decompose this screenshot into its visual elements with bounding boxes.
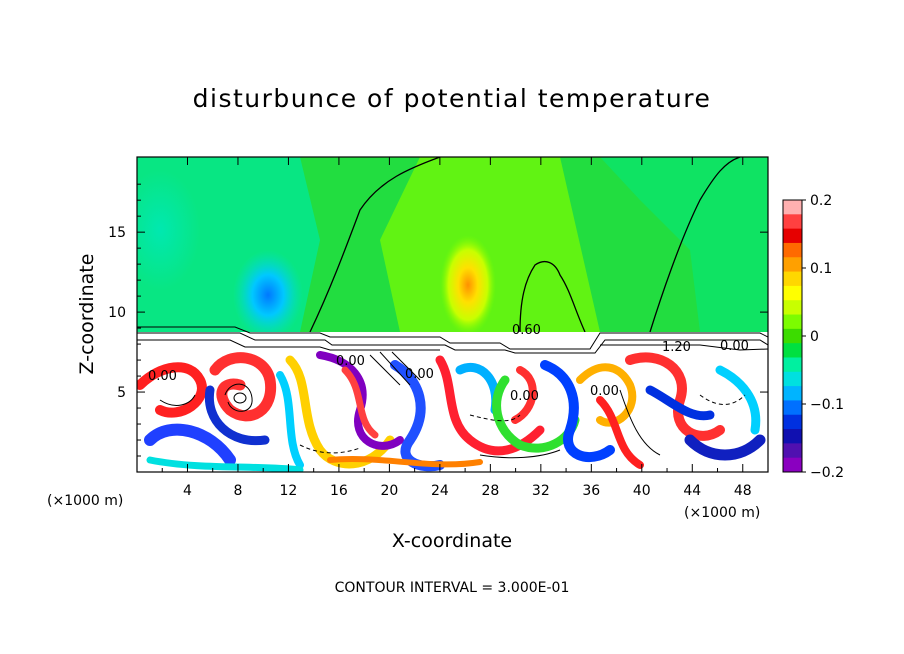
contour-label: 0.00 [510, 389, 539, 404]
x-tick-label: 12 [280, 483, 298, 499]
x-tick-label: 4 [183, 483, 192, 499]
x-tick-label: 48 [734, 483, 752, 499]
colorbar-swatch [783, 242, 802, 258]
contour-label: 1.20 [662, 340, 691, 355]
upper-field-blue-blob [233, 250, 303, 340]
colorbar-swatch [783, 214, 802, 230]
colorbar-tick-label: −0.2 [810, 465, 844, 481]
colorbar-swatch [783, 328, 802, 344]
x-tick-label: 16 [330, 483, 348, 499]
colorbar-tick-label: −0.1 [810, 397, 844, 413]
upper-field-cyan-blob [137, 170, 200, 290]
colorbar-swatch [783, 300, 802, 316]
x-tick-label: 32 [532, 483, 550, 499]
contour-label: 0.00 [148, 369, 177, 384]
upper-field-yellow-blob [440, 235, 496, 335]
x-tick-label: 20 [380, 483, 398, 499]
contour-labels: 0.00 0.60 1.20 0.00 0.00 0.00 0.00 0.00 [148, 323, 749, 404]
colorbar-swatch [783, 357, 802, 373]
colorbar-swatch [783, 414, 802, 430]
turbulent-eddies [137, 351, 766, 472]
colorbar-swatch [783, 257, 802, 273]
colorbar-swatch [783, 400, 802, 416]
x-tick-label: 24 [431, 483, 449, 499]
y-tick-label: 15 [108, 225, 126, 241]
x-axis: 4 8 12 16 20 24 28 32 36 40 44 48 [161, 157, 752, 499]
colorbar-swatch [783, 457, 802, 473]
x-tick-label: 40 [633, 483, 651, 499]
boundary-strip [137, 326, 768, 354]
contour-interval-note: CONTOUR INTERVAL = 3.000E-01 [335, 580, 570, 596]
colorbar-swatch [783, 314, 802, 330]
x-tick-label: 44 [683, 483, 701, 499]
colorbar-swatch [783, 443, 802, 459]
colorbar-swatch [783, 386, 802, 401]
y-axis-title: Z-coordinate [76, 254, 98, 375]
x-tick-label: 36 [582, 483, 600, 499]
contour-label: 0.60 [512, 323, 541, 338]
x-tick-label: 8 [233, 483, 242, 499]
colorbar: 0.2 0.1 0 −0.1 −0.2 [782, 193, 844, 481]
contour-label: 0.00 [590, 384, 619, 399]
y-tick-label: 5 [117, 385, 126, 401]
colorbar-swatch [783, 343, 802, 358]
colorbar-swatch [783, 271, 802, 287]
plot-frame [136, 156, 769, 473]
zero-contour-upper-1 [309, 157, 441, 333]
colorbar-tick-label: 0.2 [810, 193, 832, 209]
x-tick-label: 28 [481, 483, 499, 499]
contour-label: 0.00 [405, 367, 434, 382]
colorbar-tick-label: 0.1 [810, 261, 832, 277]
colorbar-swatch [783, 200, 802, 215]
colorbar-tick-label: 0 [810, 329, 819, 345]
colorbar-swatch [783, 228, 802, 244]
upper-field-lightgreen-region [380, 157, 600, 332]
colorbar-swatch [783, 429, 802, 444]
contour-label: 0.00 [720, 339, 749, 354]
upper-field-cyan-region-right [600, 157, 768, 332]
colorbar-swatch [783, 371, 802, 387]
lower-contours [159, 351, 746, 459]
x-unit-label-right: (×1000 m) [684, 505, 760, 521]
x-axis-title: X-coordinate [392, 530, 512, 552]
chart-title: disturbunce of potential temperature [192, 84, 712, 113]
zero-contour-upper-2 [519, 261, 586, 333]
plot-field [137, 157, 768, 472]
y-axis: 5 10 15 [108, 183, 768, 457]
x-unit-label-left: (×1000 m) [47, 493, 123, 509]
colorbar-swatch [783, 285, 802, 301]
zero-contour-upper-3 [649, 157, 741, 333]
contour-label: 0.00 [336, 354, 365, 369]
y-tick-label: 10 [108, 305, 126, 321]
